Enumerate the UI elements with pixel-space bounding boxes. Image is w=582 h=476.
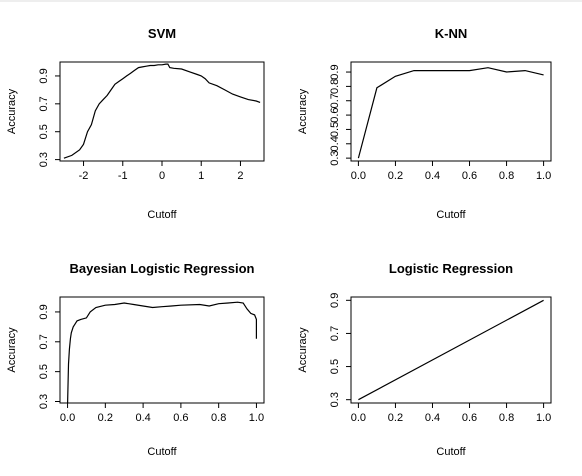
x-axis-label: Cutoff	[436, 446, 466, 458]
x-tick-label: 0.4	[135, 412, 150, 424]
accuracy-line	[63, 63, 261, 159]
y-tick-label: 0.7	[329, 93, 341, 108]
x-tick-label: 0.8	[499, 170, 514, 182]
panel-title: Bayesian Logistic Regression	[70, 261, 255, 276]
accuracy-line	[358, 299, 544, 401]
accuracy-line	[67, 301, 257, 404]
x-axis-label: Cutoff	[147, 209, 177, 221]
y-axis-label: Accuracy	[297, 327, 309, 373]
y-tick-label: 0.4	[329, 136, 341, 151]
panel-title: K-NN	[435, 26, 468, 41]
accuracy-line	[357, 67, 544, 159]
y-tick-label: 0.9	[38, 68, 50, 83]
x-tick-label: 0.6	[173, 412, 188, 424]
x-tick-label: 1.0	[536, 170, 551, 182]
x-axis-label: Cutoff	[147, 446, 177, 458]
y-tick-label: 0.5	[38, 124, 50, 139]
x-tick-label: -2	[79, 170, 89, 182]
y-tick-label: 0.9	[329, 64, 341, 79]
y-tick-label: 0.3	[38, 152, 50, 167]
x-axis-label: Cutoff	[436, 209, 466, 221]
plot-frame	[350, 61, 552, 162]
y-tick-label: 0.3	[329, 392, 341, 407]
x-tick-label: 0	[159, 170, 165, 182]
y-tick-label: 0.9	[38, 304, 50, 319]
panel-title: Logistic Regression	[389, 261, 513, 276]
y-axis-label: Accuracy	[297, 88, 309, 134]
y-tick-label: 0.7	[38, 334, 50, 349]
x-tick-label: 0.0	[351, 412, 366, 424]
x-tick-label: 0.0	[60, 412, 75, 424]
x-tick-label: -1	[118, 170, 128, 182]
plot-frame	[59, 296, 265, 404]
plot-frame	[350, 296, 552, 404]
x-tick-label: 0.6	[462, 412, 477, 424]
x-tick-label: 0.2	[388, 170, 403, 182]
x-tick-label: 0.6	[462, 170, 477, 182]
x-tick-label: 1	[198, 170, 204, 182]
y-tick-label: 0.7	[329, 326, 341, 341]
x-tick-label: 0.2	[98, 412, 113, 424]
x-tick-label: 0.8	[211, 412, 226, 424]
plot-frame	[59, 61, 265, 162]
x-tick-label: 0.0	[351, 170, 366, 182]
x-tick-label: 0.4	[425, 412, 440, 424]
x-tick-label: 0.4	[425, 170, 440, 182]
x-tick-label: 2	[237, 170, 243, 182]
x-tick-label: 1.0	[249, 412, 264, 424]
y-tick-label: 0.6	[329, 107, 341, 122]
x-tick-label: 0.2	[388, 412, 403, 424]
y-tick-label: 0.3	[38, 394, 50, 409]
y-tick-label: 0.5	[38, 364, 50, 379]
y-tick-label: 0.5	[329, 359, 341, 374]
x-tick-label: 0.8	[499, 412, 514, 424]
y-axis-label: Accuracy	[6, 88, 18, 134]
y-tick-label: 0.9	[329, 293, 341, 308]
y-tick-label: 0.8	[329, 79, 341, 94]
panel-title: SVM	[148, 26, 176, 41]
x-tick-label: 1.0	[536, 412, 551, 424]
y-tick-label: 0.7	[38, 96, 50, 111]
y-tick-label: 0.5	[329, 122, 341, 137]
y-tick-label: 0.3	[329, 150, 341, 165]
y-axis-label: Accuracy	[6, 327, 18, 373]
